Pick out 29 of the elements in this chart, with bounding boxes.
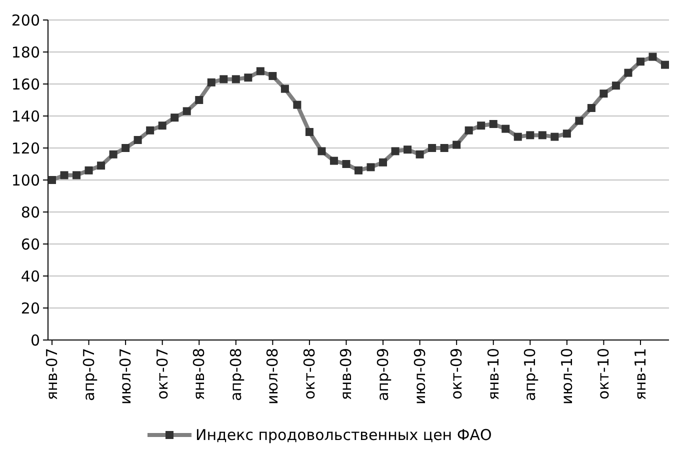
y-tick-label: 40	[20, 267, 40, 286]
x-tick-label: июл-08	[264, 348, 282, 404]
x-tick-label: июл-09	[410, 348, 429, 404]
x-tick-label: апр-09	[374, 348, 392, 402]
y-tick-label: 160	[11, 75, 40, 94]
y-tick-label: 0	[30, 331, 40, 350]
y-tick-label: 60	[20, 235, 40, 254]
x-tick-label: янв-09	[337, 348, 356, 400]
y-tick-label: 180	[11, 43, 40, 62]
x-tick-label: окт-09	[448, 348, 466, 400]
x-tick-label: окт-08	[300, 348, 318, 400]
y-tick-label: 200	[11, 11, 40, 30]
y-tick-label: 80	[20, 203, 40, 222]
x-tick-label: окт-07	[153, 348, 172, 400]
y-tick-label: 100	[11, 171, 40, 190]
x-tick-label: янв-11	[631, 348, 650, 400]
x-tick-label: янв-07	[43, 348, 61, 400]
x-tick-label: апр-10	[521, 348, 540, 402]
x-tick-label: янв-08	[190, 348, 208, 400]
x-tick-label: янв-10	[484, 348, 502, 400]
x-tick-label: апр-08	[226, 348, 245, 402]
x-tick-label: окт-10	[594, 348, 613, 400]
x-tick-label: июл-07	[116, 348, 135, 404]
x-tick-label: апр-07	[80, 348, 98, 402]
y-tick-label: 20	[20, 299, 40, 318]
x-tick-label: июл-10	[558, 348, 576, 404]
legend-label: Индекс продовольственных цен ФАО	[196, 426, 492, 444]
y-tick-label: 140	[11, 107, 40, 126]
y-tick-label: 120	[11, 139, 40, 158]
